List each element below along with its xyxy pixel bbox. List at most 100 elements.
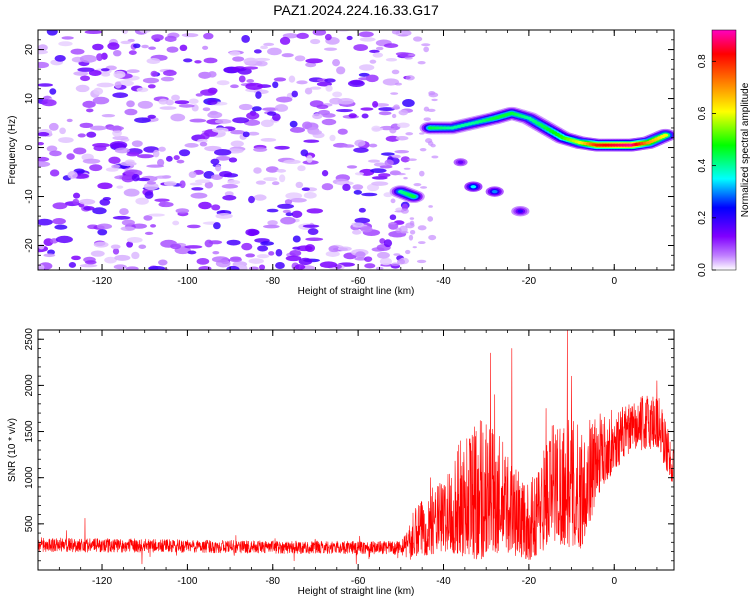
ridge-blob (662, 133, 669, 137)
noise-blob (400, 208, 409, 214)
noise-blob (120, 226, 136, 232)
noise-blob (142, 77, 160, 84)
noise-blob (405, 75, 415, 81)
x-tick-label: -40 (436, 576, 451, 587)
noise-blob (268, 251, 275, 256)
noise-blob (38, 61, 50, 69)
noise-blob (423, 117, 431, 122)
noise-blob (266, 111, 277, 116)
noise-blob (216, 80, 230, 86)
noise-blob (99, 198, 111, 206)
noise-blob (384, 159, 394, 167)
noise-blob (383, 43, 399, 48)
noise-blob (55, 235, 73, 244)
noise-blob (71, 255, 81, 261)
noise-blob (245, 228, 259, 236)
noise-blob (112, 92, 129, 98)
noise-blob (79, 263, 98, 268)
noise-blob (332, 58, 341, 67)
noise-blob (398, 109, 409, 116)
noise-blob (38, 243, 45, 250)
noise-blob (241, 242, 253, 251)
noise-blob (104, 256, 117, 264)
noise-blob (162, 175, 172, 179)
noise-blob (342, 144, 355, 148)
noise-blob (378, 111, 392, 116)
colorbar-bar (711, 29, 737, 271)
noise-blob (289, 120, 298, 128)
noise-blob (294, 264, 306, 270)
noise-blob (303, 192, 317, 199)
colorbar-ticks: 0.0 0.2 0.4 0.6 0.8 (697, 54, 716, 277)
noise-blob (82, 100, 96, 108)
x-tick-label: -60 (351, 576, 366, 587)
noise-blob (214, 148, 232, 156)
noise-blob (215, 212, 233, 219)
noise-blob (58, 41, 73, 47)
noise-blob (391, 69, 400, 75)
noise-blob (403, 176, 408, 180)
noise-blob (70, 48, 85, 55)
noise-blob (347, 80, 365, 87)
noise-blob (43, 253, 56, 258)
noise-blob (246, 112, 260, 120)
noise-blob (308, 129, 322, 135)
y-tick-label: -20 (24, 238, 35, 253)
noise-blob (97, 182, 113, 190)
x-tick-label: 0 (611, 576, 617, 587)
noise-blob (83, 206, 95, 211)
noise-blob (342, 183, 351, 192)
noise-blob (297, 165, 306, 172)
spectrogram-heatmap (38, 30, 674, 270)
y-tick-label: 20 (24, 44, 35, 56)
noise-blob (394, 210, 405, 213)
noise-blob (253, 49, 262, 54)
noise-blob (257, 245, 269, 252)
x-tick-label: -120 (92, 576, 112, 587)
noise-blob (417, 225, 427, 231)
noise-blob (131, 140, 143, 148)
noise-blob (237, 67, 252, 75)
noise-blob (305, 62, 317, 68)
x-tick-label: 0 (611, 276, 617, 287)
noise-blob (267, 220, 278, 226)
noise-blob (428, 205, 433, 208)
noise-blob (388, 222, 397, 225)
noise-blob (354, 217, 371, 224)
noise-blob (305, 237, 324, 242)
noise-blob (96, 53, 104, 62)
noise-blob (279, 36, 291, 45)
noise-blob (88, 69, 102, 77)
noise-blob (194, 60, 202, 64)
noise-blob (431, 155, 439, 159)
noise-blob (307, 228, 319, 236)
noise-blob (275, 261, 285, 269)
noise-blob (200, 89, 217, 96)
noise-blob (354, 139, 366, 147)
noise-blob (148, 213, 165, 217)
noise-blob (97, 228, 108, 236)
noise-blob (291, 210, 303, 218)
noise-blob (107, 42, 120, 50)
ridge-blob (457, 160, 464, 164)
noise-blob (364, 263, 376, 269)
noise-blob (413, 182, 422, 187)
noise-blob (224, 191, 234, 197)
noise-blob (38, 83, 54, 87)
colorbar-tick-label: 0.2 (697, 210, 708, 224)
noise-blob (90, 250, 105, 257)
noise-blob (405, 222, 415, 229)
noise-blob (147, 84, 156, 89)
noise-blob (372, 52, 384, 58)
y-tick-label: 1000 (24, 466, 35, 489)
y-tick-label: -10 (24, 189, 35, 204)
noise-blob (113, 264, 127, 270)
noise-blob (421, 43, 431, 47)
noise-blob (256, 254, 270, 259)
noise-blob (226, 239, 241, 246)
noise-blob (360, 107, 374, 111)
noise-blob (296, 80, 308, 85)
noise-blob (229, 51, 241, 56)
noise-blob (372, 101, 379, 108)
